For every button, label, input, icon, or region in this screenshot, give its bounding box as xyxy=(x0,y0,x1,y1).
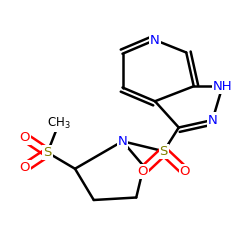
Text: CH$_3$: CH$_3$ xyxy=(47,116,70,131)
Text: O: O xyxy=(20,161,30,174)
Text: O: O xyxy=(20,131,30,144)
Text: O: O xyxy=(180,165,190,178)
Text: S: S xyxy=(43,146,52,159)
Text: N: N xyxy=(118,135,128,148)
Text: N: N xyxy=(208,114,218,126)
Text: N: N xyxy=(150,34,160,46)
Text: S: S xyxy=(160,145,168,158)
Text: NH: NH xyxy=(213,80,232,93)
Text: O: O xyxy=(137,165,148,178)
